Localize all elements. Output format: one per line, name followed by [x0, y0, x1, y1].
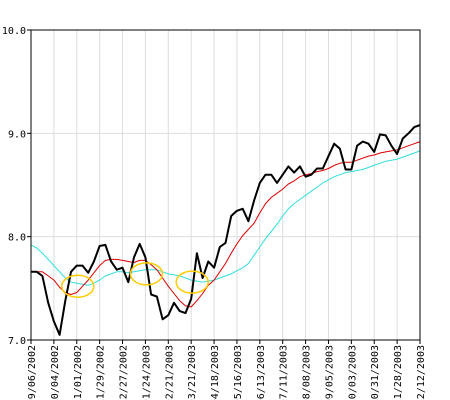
y-tick-label: 7.0	[8, 336, 26, 347]
highlight-layer	[61, 262, 209, 299]
y-tick-label: 10.0	[2, 26, 26, 37]
x-tick-label: 06/13/2003	[256, 345, 267, 400]
x-tick-label: 08/08/2003	[302, 345, 313, 400]
x-tick-label: 05/16/2003	[233, 345, 244, 400]
series-layer	[30, 124, 421, 336]
x-tick-label: 11/01/2002	[73, 345, 84, 400]
x-tick-label: 10/04/2002	[50, 345, 61, 400]
x-tick-label: 12/27/2002	[119, 345, 130, 400]
x-tick-label: 04/18/2003	[210, 345, 221, 400]
x-tick-label: 07/11/2003	[279, 345, 290, 400]
x-tick-label: 01/24/2003	[141, 345, 152, 400]
x-tick-label: 11/29/2002	[96, 345, 107, 400]
crossover-highlight	[129, 262, 164, 286]
x-tick-layer: 09/06/2002 10/04/2002 11/01/2002 11/29/2002…	[27, 340, 427, 400]
y-tick-label: 9.0	[8, 129, 26, 140]
y-tick-label: 8.0	[8, 233, 26, 244]
series-line-0	[31, 124, 421, 336]
y-tick-layer: 7.0 8.0 9.0 10.0	[2, 26, 31, 347]
x-tick-label: 11/28/2003	[393, 345, 404, 400]
crossover-highlight	[175, 270, 209, 294]
series-line-2	[30, 150, 421, 286]
crossover-highlight	[61, 274, 95, 299]
x-tick-label: 12/12/2003	[416, 345, 427, 400]
x-tick-label: 02/21/2003	[164, 345, 175, 400]
x-tick-label: 10/03/2003	[347, 345, 358, 400]
plot-frame	[30, 29, 421, 341]
series-line-1	[31, 141, 421, 308]
x-tick-label: 03/21/2003	[187, 345, 198, 400]
x-tick-label: 09/06/2002	[27, 345, 38, 400]
x-tick-label: 10/31/2003	[370, 345, 381, 400]
plot-background	[31, 30, 420, 340]
x-tick-label: 09/05/2003	[324, 345, 335, 400]
